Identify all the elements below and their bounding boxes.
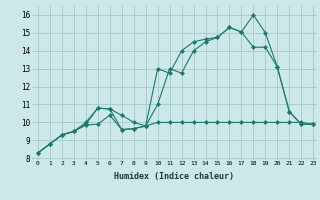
X-axis label: Humidex (Indice chaleur): Humidex (Indice chaleur) [115, 172, 234, 181]
